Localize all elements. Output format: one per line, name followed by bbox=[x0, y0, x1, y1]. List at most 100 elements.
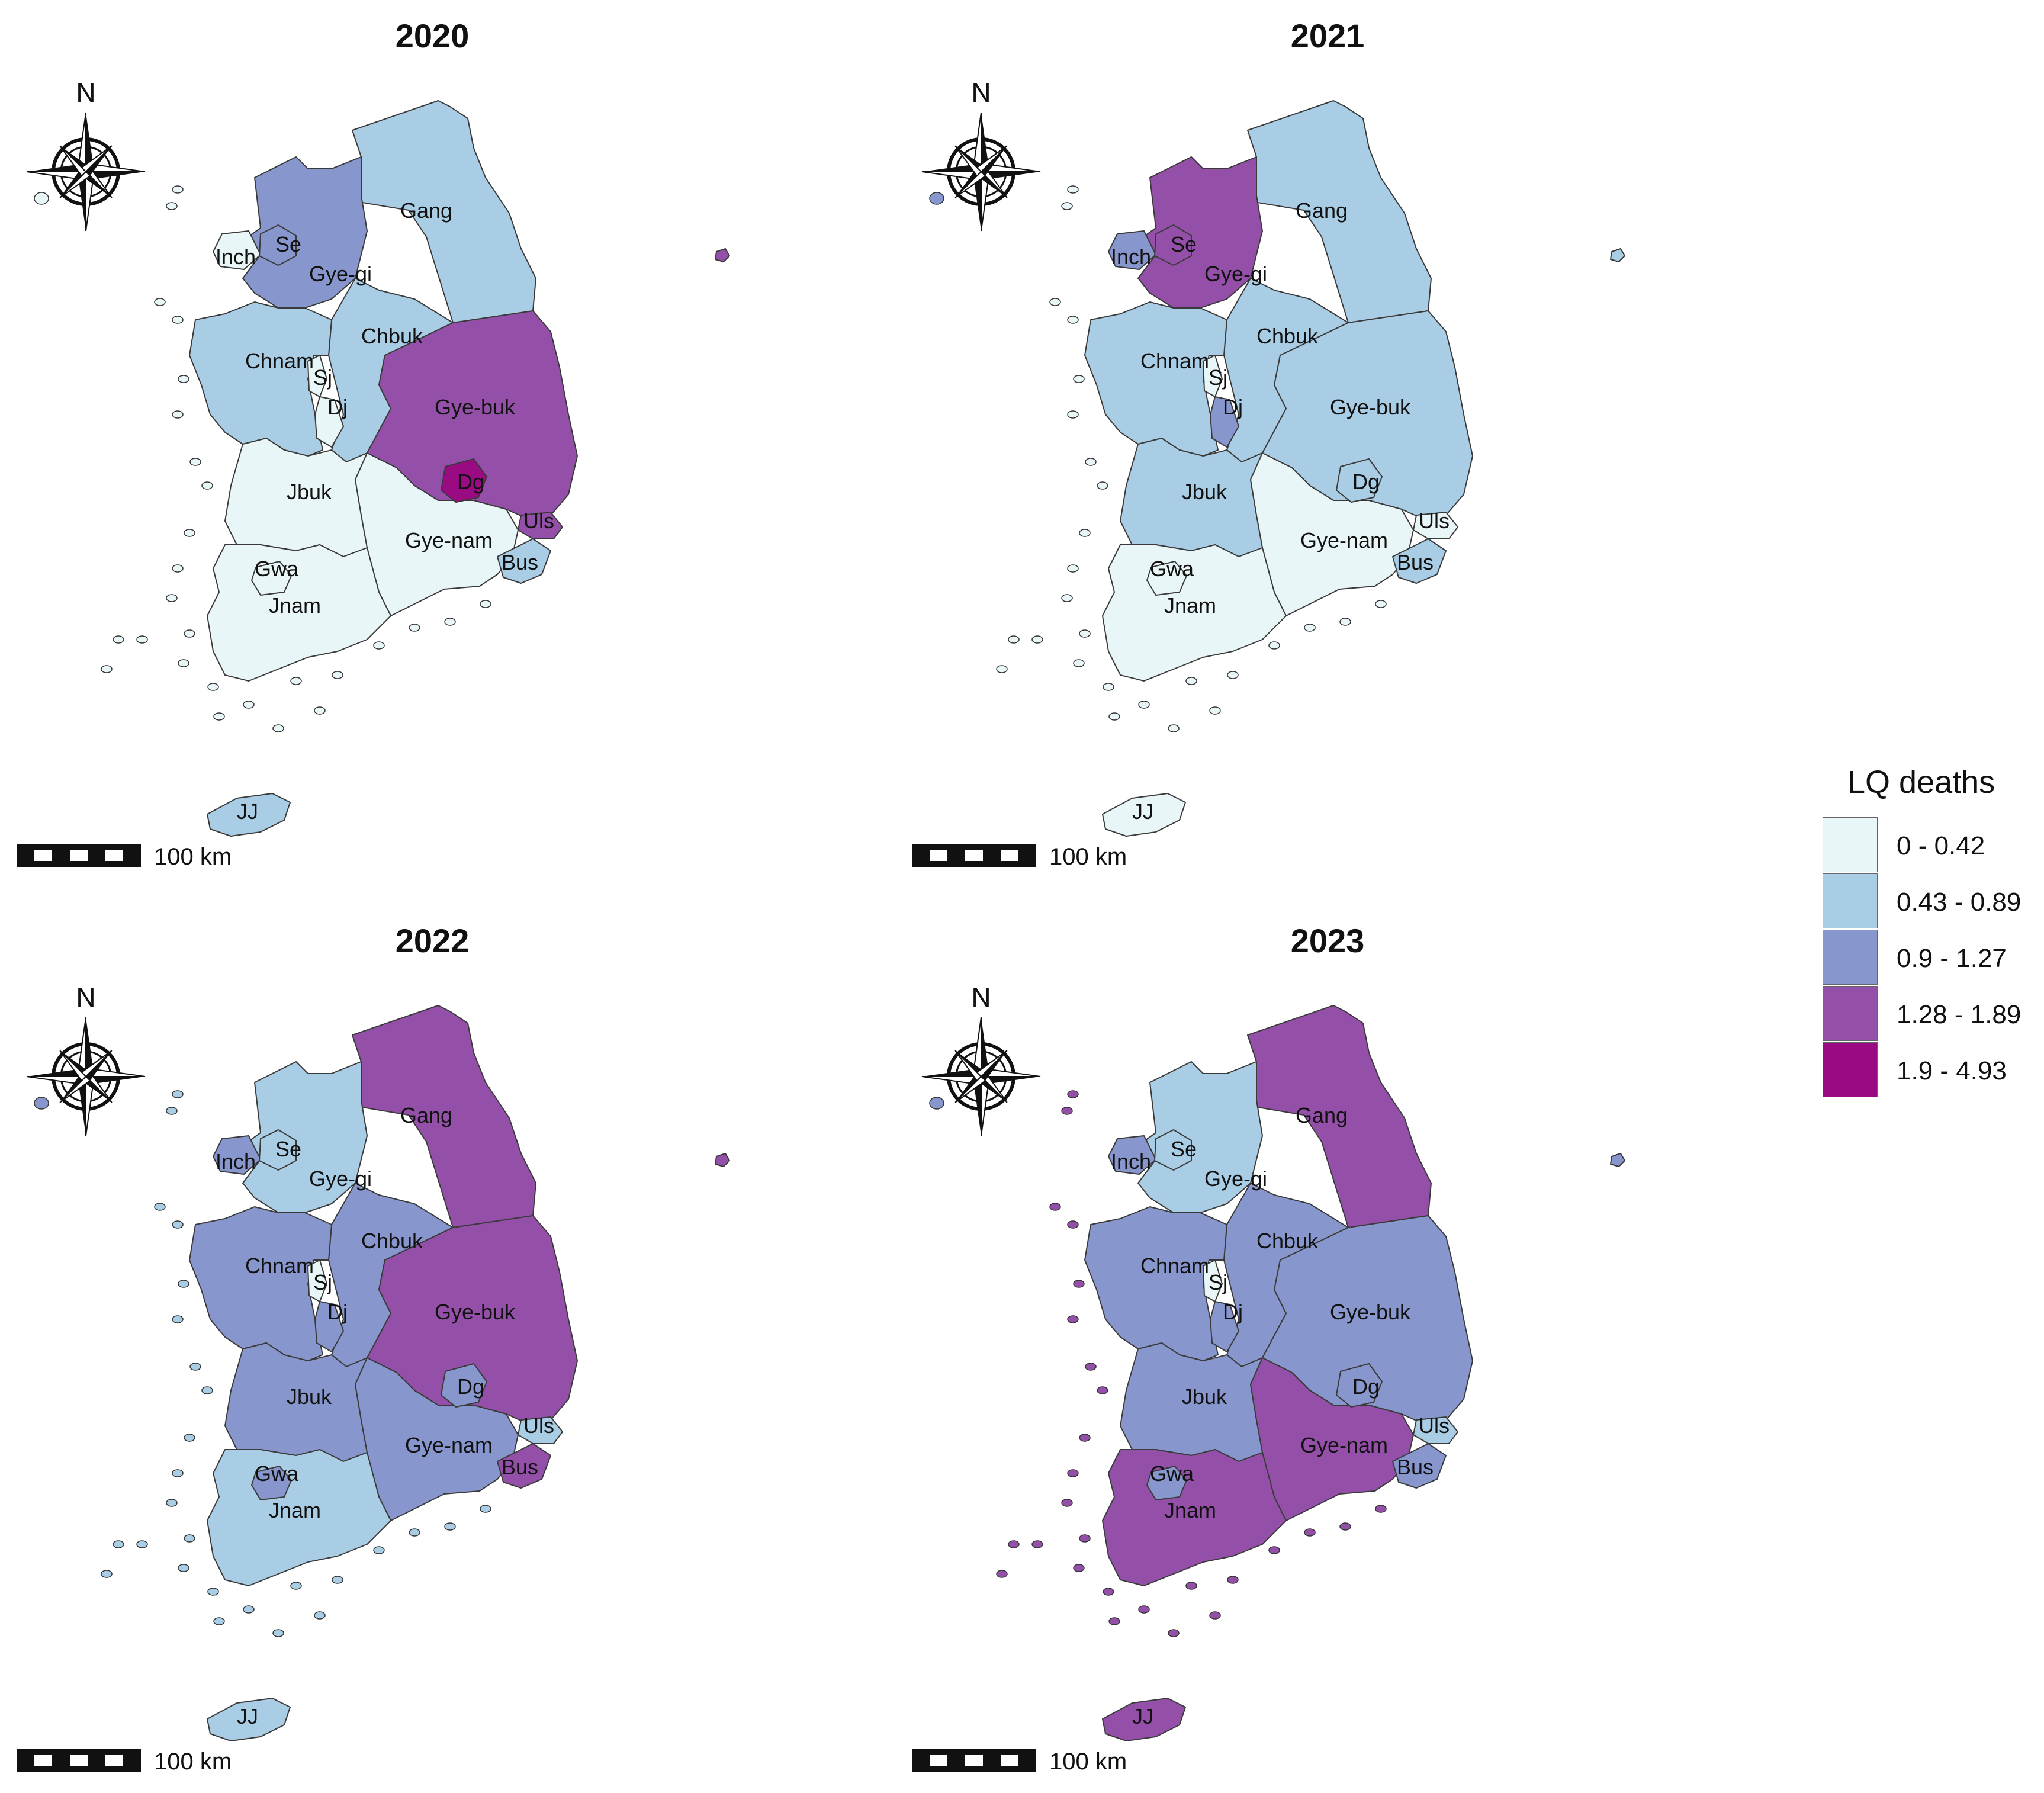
region-label-chnam: Chnam bbox=[1140, 1254, 1209, 1278]
region-se bbox=[1154, 224, 1192, 266]
region-label-inch: Inch bbox=[216, 1149, 256, 1174]
map-panel-2022: 2022 Gang Se Inch Gye-gi Chbuk Chnam Sj Dj Gye-bu… bbox=[0, 905, 888, 1793]
islet bbox=[1339, 618, 1351, 626]
islet bbox=[1138, 1605, 1150, 1614]
islet bbox=[1067, 185, 1079, 194]
islet bbox=[409, 624, 420, 632]
islet bbox=[184, 529, 195, 537]
islet bbox=[1067, 1469, 1079, 1477]
scale-label: 100 km bbox=[154, 844, 232, 870]
islet bbox=[929, 1097, 944, 1110]
islet bbox=[1073, 1280, 1085, 1288]
islet bbox=[1061, 594, 1073, 602]
region-gye-nam bbox=[1250, 1357, 1414, 1521]
scale-bar: 100 km bbox=[912, 844, 1127, 870]
islet bbox=[314, 1611, 326, 1620]
islet bbox=[1103, 1588, 1114, 1596]
islet bbox=[243, 1605, 255, 1614]
region-dg bbox=[1336, 458, 1383, 503]
region-bus bbox=[497, 538, 551, 584]
islet bbox=[1168, 724, 1180, 732]
region-label-jbuk: Jbuk bbox=[287, 1384, 332, 1409]
north-arrow-icon: N bbox=[921, 982, 1041, 1136]
islet bbox=[332, 671, 343, 679]
islets bbox=[34, 1090, 491, 1637]
islet bbox=[1227, 1576, 1239, 1584]
islet bbox=[1185, 1582, 1197, 1590]
legend-label: 0.43 - 0.89 bbox=[1897, 888, 2021, 917]
islet bbox=[213, 712, 225, 721]
islet bbox=[1079, 1534, 1091, 1543]
islet bbox=[996, 665, 1008, 673]
islet bbox=[1168, 1629, 1180, 1637]
islet bbox=[172, 316, 184, 324]
region-label-chnam: Chnam bbox=[245, 349, 314, 373]
region-label-jj: JJ bbox=[237, 1704, 258, 1728]
islet bbox=[189, 1363, 201, 1371]
islet bbox=[996, 1570, 1008, 1578]
islet bbox=[172, 185, 184, 194]
region-label-sj: Sj bbox=[1209, 365, 1227, 390]
region-uls bbox=[518, 512, 563, 539]
region-dokdo bbox=[1610, 1153, 1625, 1167]
north-arrow-icon: N bbox=[26, 77, 146, 232]
legend-item: 0.9 - 1.27 bbox=[1823, 930, 2036, 986]
islet bbox=[101, 665, 113, 673]
islet bbox=[1085, 458, 1097, 466]
region-label-sj: Sj bbox=[313, 365, 332, 390]
islet bbox=[154, 1203, 166, 1211]
islet bbox=[1339, 1522, 1351, 1531]
region-label-gye-gi: Gye-gi bbox=[1204, 1167, 1267, 1191]
region-label-uls: Uls bbox=[1419, 509, 1450, 533]
region-label-uls: Uls bbox=[1419, 1413, 1450, 1438]
islet bbox=[243, 701, 255, 709]
region-label-se: Se bbox=[275, 232, 301, 256]
islet bbox=[1103, 683, 1114, 691]
islet bbox=[172, 1220, 184, 1229]
islet bbox=[34, 192, 49, 205]
islet bbox=[178, 1280, 189, 1288]
region-label-jj: JJ bbox=[1132, 1704, 1153, 1728]
legend-label: 1.28 - 1.89 bbox=[1897, 1000, 2021, 1029]
islet bbox=[444, 1522, 456, 1531]
islet bbox=[314, 706, 326, 715]
region-label-sj: Sj bbox=[1209, 1270, 1227, 1294]
islet bbox=[1268, 1546, 1280, 1554]
regions bbox=[1084, 100, 1625, 837]
islet bbox=[929, 192, 944, 205]
islet bbox=[1079, 629, 1091, 638]
region-inch bbox=[1108, 1135, 1156, 1175]
map-panel-2020: 2020 Gang Se Inch Gye-gi Chbuk Chnam Sj Dj Gye-bu… bbox=[0, 0, 888, 888]
region-uls bbox=[1413, 1416, 1458, 1444]
region-label-dg: Dg bbox=[457, 470, 484, 494]
region-label-gwa: Gwa bbox=[1150, 1461, 1194, 1486]
map-panel-2023: 2023 Gang Se Inch Gye-gi Chbuk Chnam Sj Dj Gye-bu… bbox=[895, 905, 1783, 1793]
islet bbox=[1304, 1528, 1316, 1537]
region-label-jj: JJ bbox=[1132, 799, 1153, 824]
north-label: N bbox=[971, 982, 991, 1013]
islet bbox=[373, 1546, 385, 1554]
islet bbox=[1085, 1363, 1097, 1371]
islet bbox=[201, 481, 213, 490]
islet bbox=[290, 1582, 302, 1590]
islet bbox=[184, 1434, 195, 1442]
map-year-title: 2022 bbox=[395, 922, 470, 959]
region-label-gye-gi: Gye-gi bbox=[309, 262, 372, 286]
region-label-inch: Inch bbox=[1111, 245, 1151, 269]
legend-item: 0.43 - 0.89 bbox=[1823, 873, 2036, 930]
islet bbox=[113, 1540, 124, 1548]
region-label-dg: Dg bbox=[1352, 1374, 1380, 1399]
region-uls bbox=[518, 1416, 563, 1444]
legend-item: 1.9 - 4.93 bbox=[1823, 1042, 2036, 1098]
islet bbox=[1097, 1386, 1108, 1394]
region-label-gye-gi: Gye-gi bbox=[1204, 262, 1267, 286]
islet bbox=[1061, 1499, 1073, 1507]
map-year-title: 2021 bbox=[1290, 17, 1365, 54]
region-label-uls: Uls bbox=[523, 509, 554, 533]
region-label-chbuk: Chbuk bbox=[361, 324, 423, 348]
islet bbox=[480, 1505, 491, 1513]
legend-title: LQ deaths bbox=[1847, 764, 1995, 800]
region-label-gang: Gang bbox=[1296, 1103, 1348, 1127]
islet bbox=[272, 724, 284, 732]
